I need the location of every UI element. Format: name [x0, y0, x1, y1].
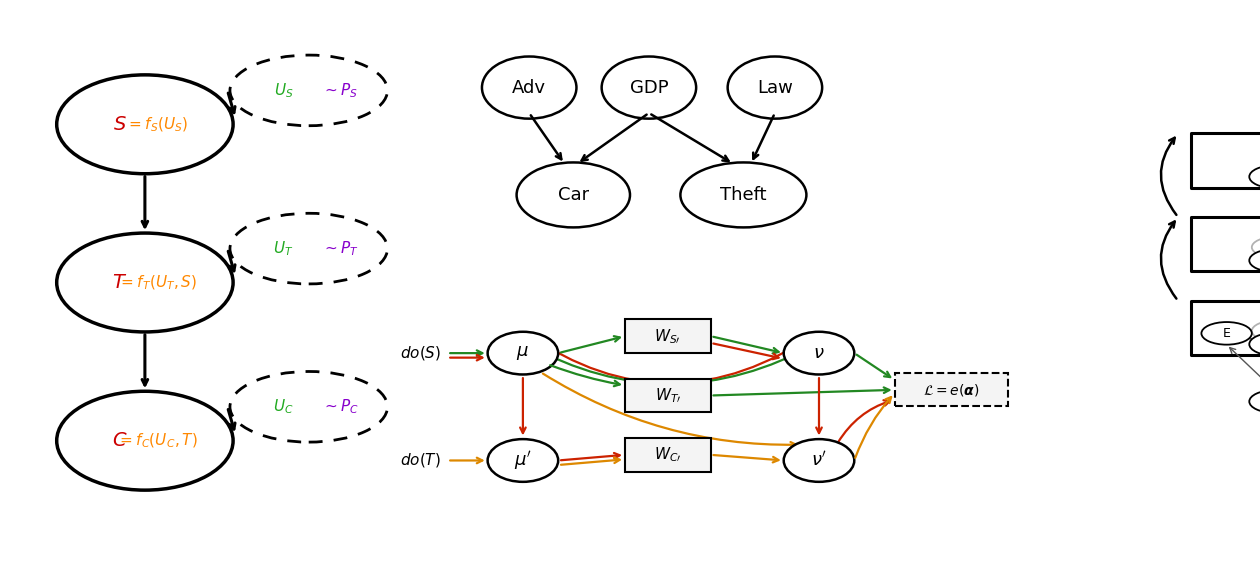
Text: $= f_T(U_T, S)$: $= f_T(U_T, S)$ — [118, 273, 197, 292]
Text: Car: Car — [558, 186, 588, 204]
Text: $\nu$: $\nu$ — [813, 344, 825, 362]
Text: $U_C$: $U_C$ — [273, 397, 294, 416]
Text: $T$: $T$ — [112, 273, 127, 292]
Bar — [625, 438, 711, 472]
Text: $W_{C\prime}$: $W_{C\prime}$ — [654, 445, 682, 464]
Ellipse shape — [229, 55, 388, 126]
Bar — [895, 373, 1008, 406]
Ellipse shape — [602, 56, 697, 119]
Text: $W_{T\prime}$: $W_{T\prime}$ — [655, 386, 680, 405]
Ellipse shape — [229, 213, 388, 284]
Text: $U_S$: $U_S$ — [273, 81, 294, 100]
Ellipse shape — [57, 233, 233, 332]
Ellipse shape — [57, 75, 233, 174]
Circle shape — [1249, 333, 1260, 355]
Circle shape — [1249, 166, 1260, 188]
Ellipse shape — [784, 439, 854, 482]
Ellipse shape — [680, 163, 806, 228]
Text: $= f_C(U_C, T)$: $= f_C(U_C, T)$ — [117, 432, 198, 450]
Text: $\sim P_C$: $\sim P_C$ — [321, 397, 359, 416]
Text: $\mathcal{L} = e(\boldsymbol{\alpha})$: $\mathcal{L} = e(\boldsymbol{\alpha})$ — [924, 382, 979, 398]
Ellipse shape — [229, 372, 388, 442]
Text: Theft: Theft — [721, 186, 766, 204]
Circle shape — [1251, 237, 1260, 258]
Text: GDP: GDP — [630, 79, 668, 97]
Text: $U_T$: $U_T$ — [273, 239, 294, 258]
Text: $do(S)$: $do(S)$ — [399, 344, 441, 362]
Ellipse shape — [728, 56, 823, 119]
Text: $\sim P_T$: $\sim P_T$ — [321, 239, 359, 258]
Circle shape — [1251, 321, 1260, 341]
Text: $do(T)$: $do(T)$ — [401, 451, 441, 470]
Text: $C$: $C$ — [112, 431, 127, 450]
Text: Law: Law — [757, 79, 793, 97]
Ellipse shape — [488, 332, 558, 375]
Ellipse shape — [517, 163, 630, 228]
Text: $S$: $S$ — [113, 115, 126, 134]
Bar — [625, 319, 711, 353]
Circle shape — [1201, 322, 1252, 345]
Text: E: E — [1222, 327, 1231, 340]
Text: $\sim P_S$: $\sim P_S$ — [323, 81, 358, 100]
Bar — [625, 379, 711, 412]
Circle shape — [1249, 390, 1260, 413]
Circle shape — [1249, 249, 1260, 272]
Ellipse shape — [57, 391, 233, 490]
Text: Adv: Adv — [513, 79, 546, 97]
Text: $\mu$: $\mu$ — [517, 344, 529, 362]
Text: $= f_S(U_S)$: $= f_S(U_S)$ — [126, 115, 189, 133]
Ellipse shape — [481, 56, 576, 119]
Text: $\mu'$: $\mu'$ — [514, 449, 532, 472]
Text: $W_{S\prime}$: $W_{S\prime}$ — [654, 327, 682, 346]
Text: $\nu'$: $\nu'$ — [811, 451, 827, 470]
Ellipse shape — [784, 332, 854, 375]
Ellipse shape — [488, 439, 558, 482]
